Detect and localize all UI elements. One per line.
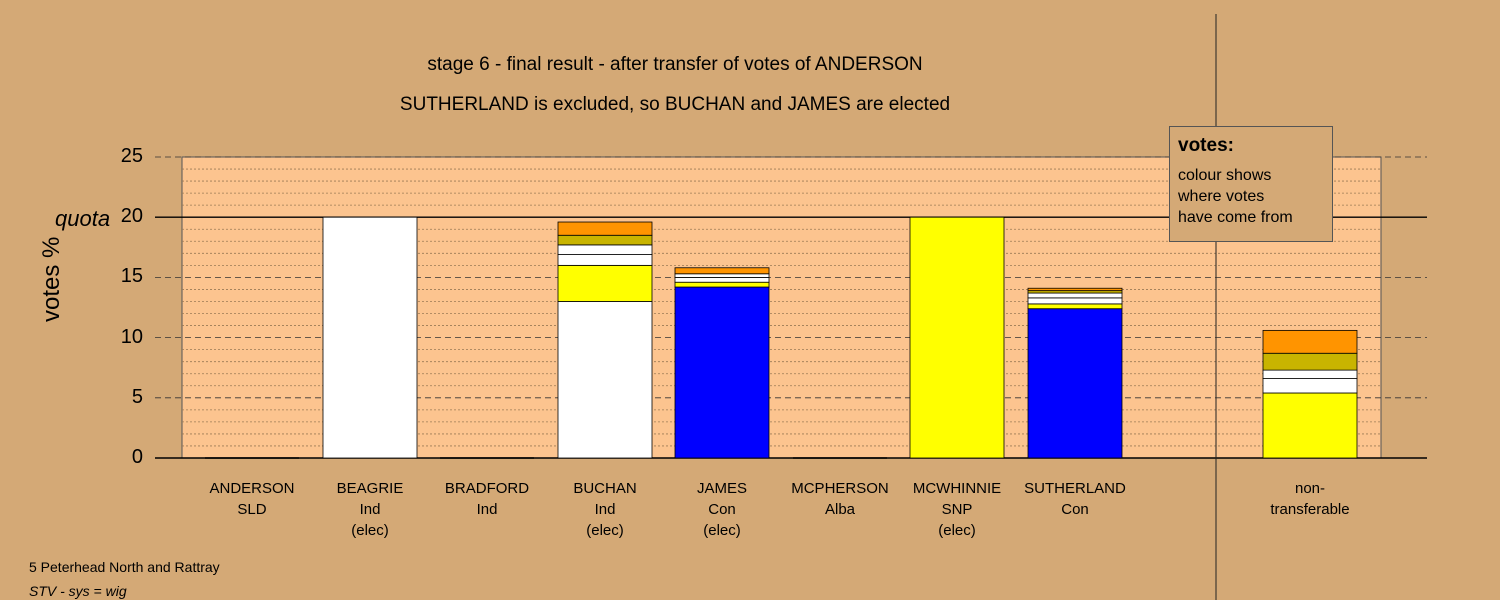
candidate-label: SUTHERLAND Con [1015, 478, 1135, 541]
y-tick-label: 25 [120, 145, 143, 167]
bar-segment [1027, 292, 1123, 299]
ward-name: 5 Peterhead North and Rattray [29, 559, 220, 575]
candidate-label-line [1015, 520, 1135, 541]
legend-box: votes: colour shows where votes have com… [1169, 126, 1333, 242]
system-label: STV - sys = wig [29, 583, 127, 599]
candidate-label-line: Con [1061, 501, 1089, 518]
bar-segment [1027, 297, 1123, 305]
bar-segment [1262, 392, 1358, 459]
bar-segment [557, 221, 653, 236]
chart-subtitle: SUTHERLAND is excluded, so BUCHAN and JA… [399, 94, 951, 115]
y-tick-label: 15 [120, 265, 143, 288]
bar-segment [557, 244, 653, 255]
legend-line: have come from [1178, 209, 1293, 226]
bar-segment [557, 301, 653, 459]
legend-line: where votes [1178, 188, 1265, 205]
y-axis-label: votes % [38, 236, 65, 322]
y-tick-label: 20 [120, 205, 143, 228]
candidate-label-line: Ind [594, 501, 616, 518]
bar-segment [557, 264, 653, 302]
candidate-label: BUCHAN Ind (elec) [545, 478, 665, 541]
candidate-label: ANDERSON SLD [192, 478, 312, 541]
bar-segment [322, 216, 418, 459]
y-tick-label: 5 [131, 385, 143, 408]
candidate-label-line: Ind [359, 501, 381, 518]
bar-segment [557, 234, 653, 246]
bar-segment [1262, 352, 1358, 371]
bar-segment [674, 276, 770, 283]
candidate-label-line: (elec) [586, 522, 624, 539]
candidate-label-line: BRADFORD [444, 480, 530, 497]
candidate-label-line: MCPHERSON [791, 480, 889, 497]
candidate-label-line: (elec) [938, 522, 976, 539]
candidate-label: non-transferable [1250, 478, 1370, 541]
chart-title: stage 6 - final result - after transfer … [427, 54, 923, 75]
bar-segment [674, 267, 770, 275]
bar-segment [1027, 287, 1123, 292]
candidate-label-line [780, 520, 900, 541]
candidate-label: MCWHINNIE SNP (elec) [897, 478, 1017, 541]
bar-segment [909, 216, 1005, 459]
y-tick-label: 0 [131, 446, 143, 468]
candidate-label-line: (elec) [351, 522, 389, 539]
bar-segment [557, 254, 653, 266]
candidate-label-line: MCWHINNIE [912, 480, 1002, 497]
bar-segment [674, 273, 770, 278]
candidate-label-line: SNP [941, 501, 973, 518]
candidate-label-line: Con [708, 501, 736, 518]
candidate-label-line: Ind [476, 501, 498, 518]
bar-segment [674, 281, 770, 288]
candidate-label-line: JAMES [696, 480, 747, 497]
bar-segment [1027, 303, 1123, 310]
candidate-label-line [192, 520, 312, 541]
candidate-label: BEAGRIE Ind (elec) [310, 478, 430, 541]
quota-label: quota [55, 206, 111, 231]
candidate-label-line: SUTHERLAND [1024, 480, 1126, 497]
candidate-label-line [1250, 520, 1370, 541]
candidate-label: JAMES Con (elec) [662, 478, 782, 541]
candidate-label-line: BEAGRIE [336, 480, 404, 497]
candidate-label: BRADFORD Ind [427, 478, 547, 541]
y-tick-label: 10 [120, 325, 143, 348]
bar-segment [674, 286, 770, 459]
bar-segment [1262, 378, 1358, 394]
candidate-label-line: Alba [824, 501, 856, 518]
candidate-label-line: (elec) [703, 522, 741, 539]
bar-segment [1262, 369, 1358, 379]
candidate-label: MCPHERSON Alba [780, 478, 900, 541]
legend-line: colour shows [1178, 167, 1272, 184]
legend-heading: votes: [1178, 135, 1234, 156]
bar-segment [1027, 308, 1123, 459]
candidate-label-line: transferable [1270, 501, 1350, 518]
candidate-label-line: BUCHAN [573, 480, 637, 497]
candidate-label-line: ANDERSON [209, 480, 295, 497]
candidate-label-line: SLD [237, 501, 267, 518]
bar-segment [1262, 329, 1358, 354]
candidate-label-line: non- [1294, 480, 1326, 497]
candidate-label-line [427, 520, 547, 541]
